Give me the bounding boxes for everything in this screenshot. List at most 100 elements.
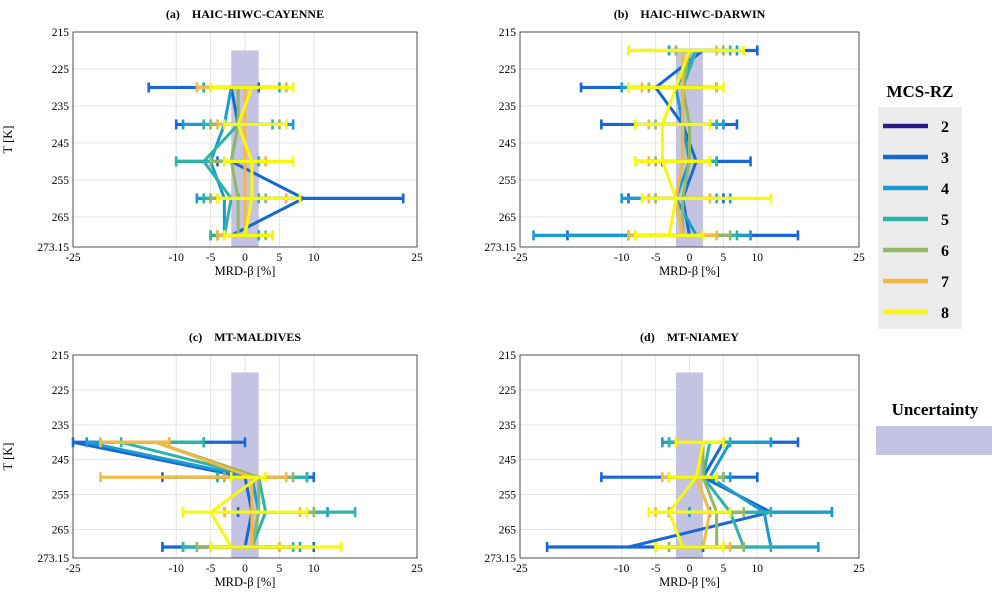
series-8 bbox=[627, 45, 773, 241]
legend-label-2: 2 bbox=[941, 119, 949, 136]
series-8 bbox=[209, 82, 302, 241]
y-tick-label: 255 bbox=[52, 490, 70, 502]
y-tick-label: 215 bbox=[52, 27, 70, 39]
y-tick-label: 245 bbox=[499, 455, 517, 467]
axes-frame bbox=[72, 31, 418, 248]
axes-frame bbox=[72, 354, 418, 559]
panel-title: (c) MT-MALDIVES bbox=[189, 330, 302, 344]
legend: MCS-RZ 2 3 4 5 6 7 8 Uncertainty bbox=[876, 82, 992, 455]
x-tick-label: 10 bbox=[752, 563, 764, 575]
axes-frame bbox=[519, 31, 860, 248]
y-tick-label: 225 bbox=[499, 385, 517, 397]
panel-title: (b) HAIC-HIWC-DARWIN bbox=[614, 7, 766, 21]
panel-title: (a) HAIC-HIWC-CAYENNE bbox=[166, 7, 324, 21]
axes-frame bbox=[519, 354, 860, 559]
y-tick-label: 273.15 bbox=[484, 553, 516, 565]
x-tick-label: 25 bbox=[411, 563, 423, 575]
profile-line bbox=[701, 441, 746, 548]
y-tick-label: 225 bbox=[52, 385, 70, 397]
x-axis-label: MRD-β [%] bbox=[659, 264, 720, 278]
y-tick-label: 225 bbox=[499, 64, 517, 76]
series-8 bbox=[181, 472, 343, 553]
y-tick-label: 215 bbox=[499, 27, 517, 39]
profile-line bbox=[660, 49, 691, 236]
legend-label-3: 3 bbox=[941, 150, 949, 167]
x-tick-label: 5 bbox=[721, 252, 727, 264]
profile-line bbox=[667, 441, 705, 548]
x-tick-label: 0 bbox=[687, 252, 693, 264]
x-tick-label: -5 bbox=[651, 252, 661, 264]
profile-line bbox=[236, 86, 254, 236]
y-tick-label: 273.15 bbox=[37, 242, 69, 254]
uncertainty-legend-title: Uncertainty bbox=[892, 400, 979, 419]
x-tick-label: 10 bbox=[308, 252, 320, 264]
panel-3: -25 -10 -5 0 5 10 25 215 225 235 245 255 265 273.15 MR… bbox=[1, 330, 423, 589]
panel-title: (d) MT-NIAMEY bbox=[640, 330, 739, 344]
uncertainty-band bbox=[231, 372, 259, 558]
legend-label-7: 7 bbox=[941, 274, 949, 291]
profile-line bbox=[155, 440, 254, 548]
x-axis-label: MRD-β [%] bbox=[659, 575, 720, 589]
legend-label-5: 5 bbox=[941, 212, 949, 229]
y-tick-label: 245 bbox=[499, 138, 517, 150]
y-tick-label: 265 bbox=[52, 525, 70, 537]
legend-label-8: 8 bbox=[941, 305, 949, 322]
x-axis-label: MRD-β [%] bbox=[215, 264, 276, 278]
y-tick-label: 265 bbox=[499, 212, 517, 224]
x-tick-label: 5 bbox=[721, 563, 727, 575]
y-tick-label: 255 bbox=[499, 175, 517, 187]
x-tick-label: -5 bbox=[206, 252, 216, 264]
x-tick-label: -10 bbox=[614, 563, 630, 575]
x-axis-label: MRD-β [%] bbox=[215, 575, 276, 589]
y-tick-label: 245 bbox=[52, 455, 70, 467]
y-tick-label: 265 bbox=[499, 525, 517, 537]
panel-2: -25 -10 -5 0 5 10 25 215 225 235 245 255 265 273.15 MR… bbox=[484, 7, 865, 278]
x-tick-label: 25 bbox=[853, 252, 865, 264]
x-tick-label: -5 bbox=[206, 563, 216, 575]
x-tick-label: -10 bbox=[614, 252, 630, 264]
x-tick-label: 25 bbox=[853, 563, 865, 575]
panel-1: -25 -10 -5 0 5 10 25 215 225 235 245 255 265 273.15 MR… bbox=[1, 7, 423, 278]
y-tick-label: 255 bbox=[52, 175, 70, 187]
y-tick-label: 225 bbox=[52, 64, 70, 76]
x-tick-label: 0 bbox=[687, 563, 693, 575]
y-axis-label: T [K] bbox=[1, 443, 15, 471]
x-tick-label: -5 bbox=[651, 563, 661, 575]
profile-line bbox=[72, 440, 254, 548]
profile-line bbox=[674, 50, 685, 236]
y-tick-label: 273.15 bbox=[37, 553, 69, 565]
y-tick-label: 215 bbox=[499, 350, 517, 362]
y-tick-label: 215 bbox=[52, 350, 70, 362]
x-tick-label: 0 bbox=[242, 563, 248, 575]
x-tick-label: 5 bbox=[277, 252, 283, 264]
x-tick-label: -10 bbox=[169, 563, 185, 575]
x-tick-label: 10 bbox=[308, 563, 320, 575]
y-tick-label: 245 bbox=[52, 138, 70, 150]
x-tick-label: -25 bbox=[65, 252, 81, 264]
x-tick-label: 0 bbox=[242, 252, 248, 264]
y-axis-label: T [K] bbox=[1, 126, 15, 154]
profile-line bbox=[209, 475, 260, 548]
y-tick-label: 235 bbox=[499, 101, 517, 113]
profile-line bbox=[120, 440, 268, 548]
x-tick-label: -25 bbox=[65, 563, 81, 575]
y-tick-label: 265 bbox=[52, 212, 70, 224]
x-tick-label: -25 bbox=[512, 563, 528, 575]
legend-label-6: 6 bbox=[941, 243, 949, 260]
x-tick-label: -10 bbox=[169, 252, 185, 264]
x-tick-label: -25 bbox=[512, 252, 528, 264]
y-tick-label: 235 bbox=[52, 420, 70, 432]
y-tick-label: 235 bbox=[52, 101, 70, 113]
x-tick-label: 5 bbox=[277, 563, 283, 575]
y-tick-label: 273.15 bbox=[484, 242, 516, 254]
profile-line bbox=[701, 442, 719, 548]
legend-title: MCS-RZ bbox=[886, 82, 953, 101]
panel-4: -25 -10 -5 0 5 10 25 215 225 235 245 255 265 273.15 MR… bbox=[484, 330, 865, 589]
uncertainty-legend-swatch bbox=[876, 426, 992, 455]
x-tick-label: 10 bbox=[752, 252, 764, 264]
series-8 bbox=[647, 437, 732, 553]
legend-label-4: 4 bbox=[941, 181, 949, 198]
x-tick-label: 25 bbox=[411, 252, 423, 264]
panels: -25 -10 -5 0 5 10 25215225235245255265273.15MR… bbox=[1, 7, 865, 589]
